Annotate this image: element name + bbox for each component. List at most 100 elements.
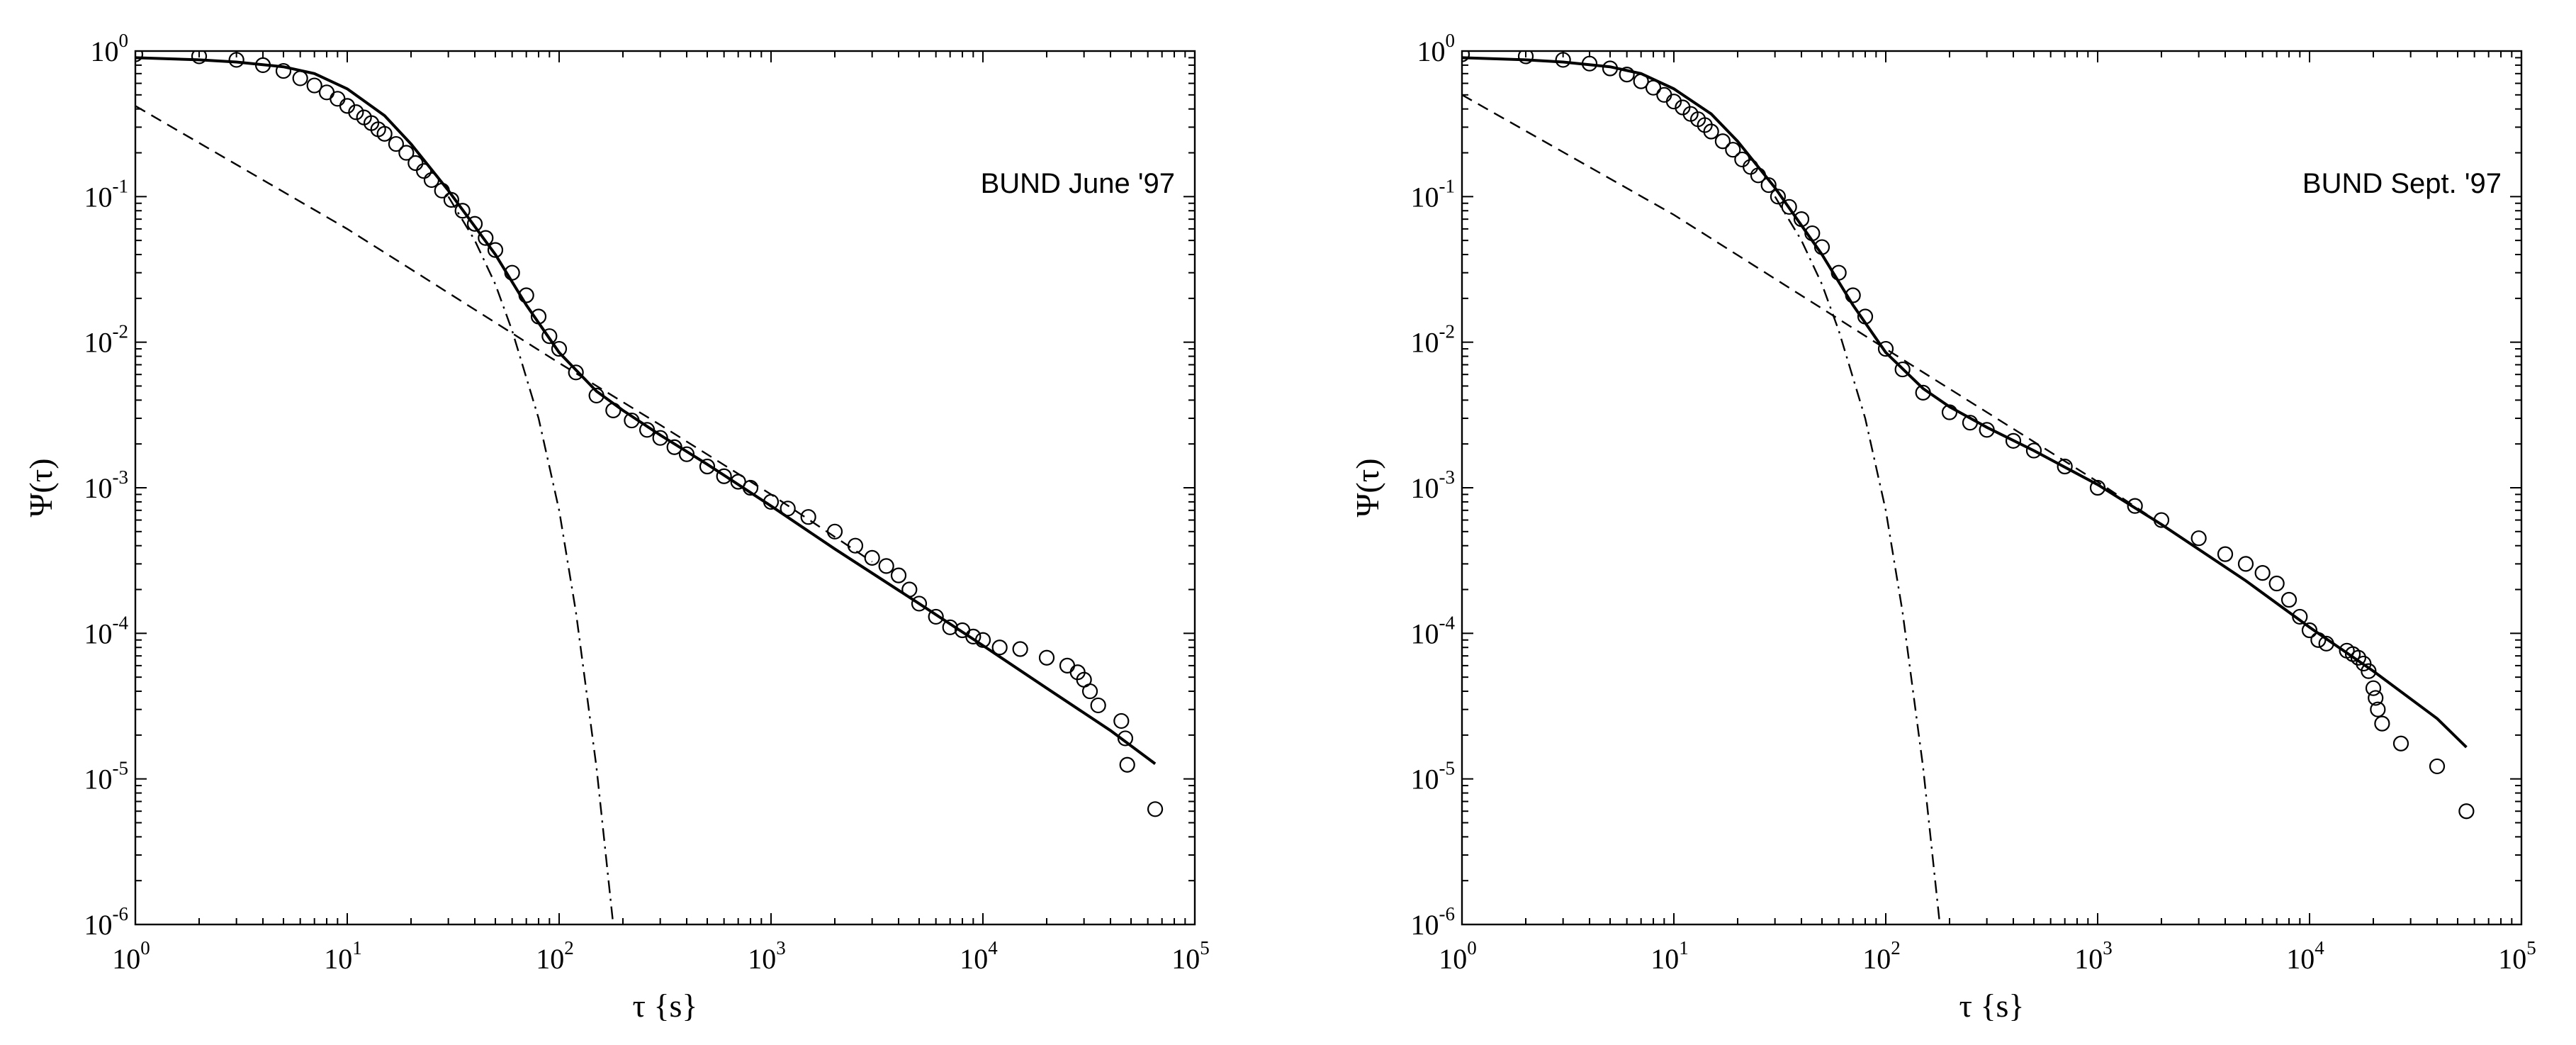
data-point [1665,94,1682,110]
data-point [678,446,695,462]
data-point [306,77,322,94]
panel-annotation: BUND Sept. '97 [2302,168,2502,199]
data-point [890,567,907,583]
chart-panel-2: 100 101 102 103 104 105 100 10-1 10-2 10-3 10-4 10-… [1349,30,2536,1024]
data-point [388,135,405,152]
x-tick-label: 101 [1650,937,1689,975]
data-point [2280,591,2297,608]
y-tick-label: 10-1 [1411,175,1456,213]
power-law-dashed-line [135,105,873,563]
y-tick-label: 10-1 [84,175,129,213]
data-point [466,216,483,232]
data-point [864,549,880,566]
data-point [2268,575,2285,592]
y-tick-label: 10-4 [84,612,129,649]
y-tick-label: 10-2 [84,321,129,359]
data-point [1117,730,1134,747]
data-point [2392,735,2409,751]
data-point [1714,133,1731,150]
x-tick-label: 105 [2498,937,2536,975]
data-point [1770,189,1787,205]
data-point [1619,66,1635,83]
data-point [2374,715,2390,732]
data-point [376,125,393,142]
data-point [1517,51,1534,65]
data-point [2217,546,2234,562]
data-point [2127,498,2143,514]
fit-curve-solid [1462,56,2468,749]
data-point [1059,657,1076,674]
data-point [2237,556,2254,572]
power-law-dashed-line [1462,94,2200,550]
data-point [1656,86,1672,103]
data-point [135,51,144,62]
y-tick-label: 10-3 [1411,466,1456,504]
data-point [228,52,244,68]
data-point [275,62,292,79]
data-point [398,145,415,161]
data-point [1119,756,1135,773]
data-point [1894,361,1911,378]
data-point [2254,565,2271,581]
chart-panel-1: 100 101 102 103 104 105 100 10-1 10-2 10-3 10-4 10-… [23,30,1210,1024]
data-point [699,458,716,475]
data-point [1877,340,1894,357]
x-tick-label: 103 [2074,937,2113,975]
data-point [2005,432,2022,449]
data-point [568,364,584,381]
data-point [965,628,982,645]
x-tick-label: 101 [324,937,362,975]
y-tick-label: 10-2 [1411,321,1456,359]
y-tick-label: 10-6 [1411,903,1456,941]
data-point [911,596,928,612]
exponential-dashdot-line [447,196,614,924]
y-tick-label: 100 [91,30,129,67]
data-point [478,230,494,246]
data-point [2365,680,2382,696]
data-point [1090,697,1106,714]
data-point [2370,701,2386,717]
data-point [2458,803,2475,820]
data-point [991,639,1008,656]
x-tick-label: 100 [1439,937,1477,975]
data-point [551,340,568,357]
panel-annotation: BUND June '97 [981,168,1175,199]
data-point [2190,530,2207,547]
x-tick-label: 102 [1862,937,1901,975]
data-point [407,155,424,172]
y-tick-label: 10-3 [84,466,129,504]
y-axis-label: Ψ(τ) [1349,458,1385,517]
data-point [191,51,208,65]
x-tick-label: 103 [748,937,786,975]
x-tick-label: 105 [1171,937,1210,975]
data-point [1113,712,1130,730]
data-point [348,104,364,121]
data-point [2057,458,2073,475]
data-point [2350,649,2367,666]
data-point [454,203,471,219]
data-point [541,328,558,345]
x-tick-label: 104 [2286,937,2324,975]
data-point [1555,52,1571,68]
y-tick-label: 10-5 [1411,758,1456,795]
data-point [800,509,816,525]
data-point [292,70,308,86]
data-point [1147,801,1164,817]
x-tick-label: 102 [536,937,574,975]
data-point [1081,683,1098,700]
x-axis-label: τ {s} [632,988,697,1024]
exponential-dashdot-line [1774,196,1941,924]
data-point [1462,51,1470,62]
data-point [928,608,944,625]
y-axis-label: Ψ(τ) [23,458,59,517]
data-point [1012,641,1028,657]
y-tick-label: 10-4 [1411,612,1456,649]
y-tick-label: 100 [1417,30,1456,67]
data-point [716,468,732,484]
y-tick-label: 10-6 [84,903,129,941]
data-point [878,558,894,574]
data-layer [135,51,1164,924]
x-tick-label: 100 [112,937,150,975]
x-tick-label: 104 [960,937,998,975]
